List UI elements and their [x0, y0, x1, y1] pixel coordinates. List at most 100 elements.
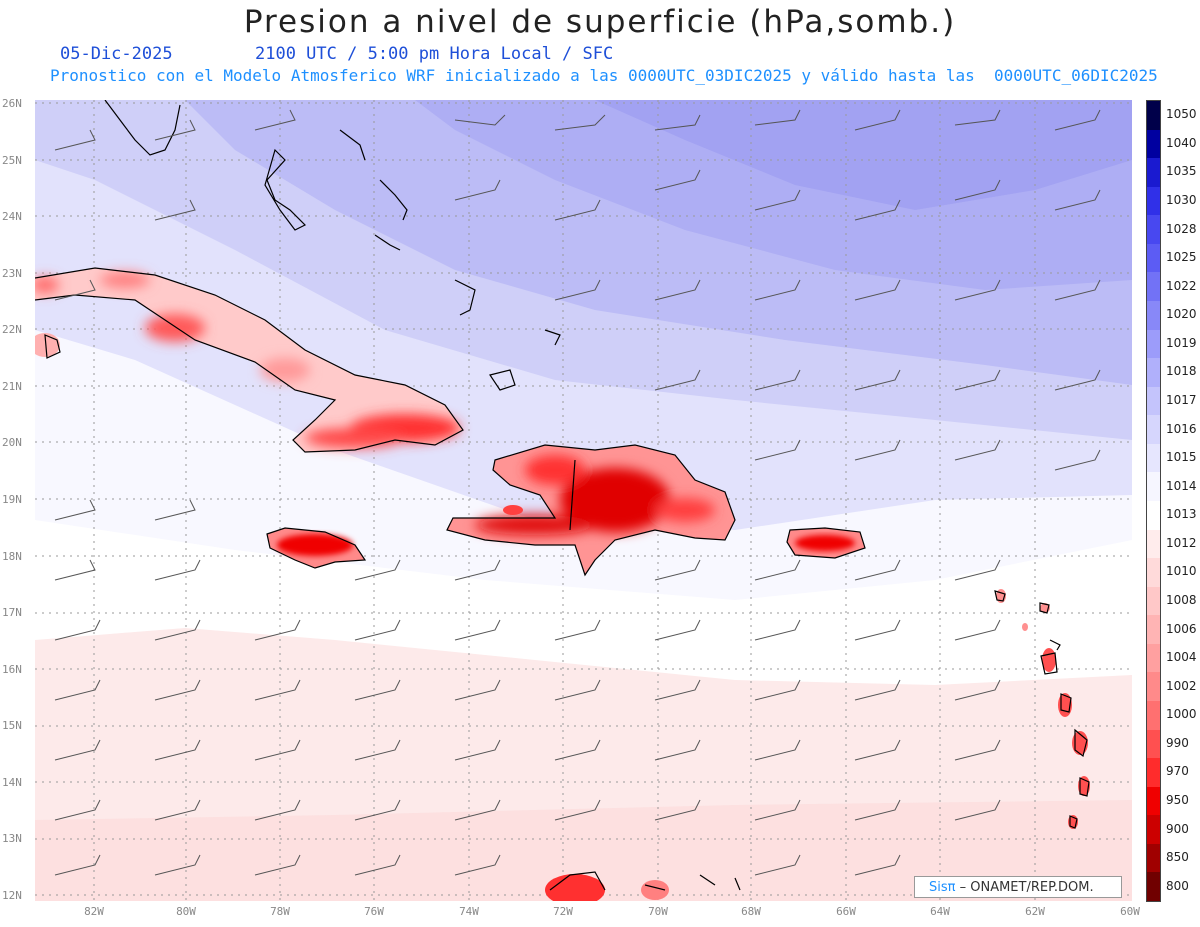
colorbar-segment [1147, 243, 1160, 273]
colorbar-label: 1004 [1166, 650, 1197, 665]
lon-label: 80W [176, 905, 196, 918]
colorbar-label: 1040 [1166, 135, 1197, 150]
lon-label: 78W [270, 905, 290, 918]
cuba-shading [35, 268, 463, 452]
colorbar-segment [1147, 186, 1160, 216]
colorbar-label: 1010 [1166, 564, 1197, 579]
lat-label: 14N [2, 776, 22, 789]
colorbar-segment [1147, 615, 1160, 645]
colorbar-label: 990 [1166, 735, 1189, 750]
lat-label: 13N [2, 832, 22, 845]
colorbar-segment [1147, 729, 1160, 759]
lon-label: 68W [741, 905, 761, 918]
lat-label: 22N [2, 323, 22, 336]
colorbar-label: 1025 [1166, 250, 1197, 265]
band-1010-south [35, 800, 1132, 901]
puerto-rico-shading [787, 528, 865, 558]
lat-label: 23N [2, 267, 22, 280]
forecast-date: 05-Dic-2025 [60, 44, 173, 64]
brand-logo: Sisπ [929, 880, 956, 895]
colorbar-segment [1147, 215, 1160, 245]
colorbar-label: 1006 [1166, 621, 1197, 636]
map-title: Presion a nivel de superficie (hPa,somb.… [243, 4, 957, 40]
colorbar-segment [1147, 786, 1160, 816]
colorbar-segment [1147, 101, 1160, 131]
colorbar-label: 1028 [1166, 221, 1197, 236]
colorbar-label: 850 [1166, 850, 1189, 865]
colorbar-label: 1015 [1166, 450, 1197, 465]
colorbar-segment [1147, 415, 1160, 445]
colorbar-label: 900 [1166, 821, 1189, 836]
colorbar-segment [1147, 472, 1160, 502]
colorbar-label: 1018 [1166, 364, 1197, 379]
lat-label: 20N [2, 436, 22, 449]
colorbar-segment [1147, 443, 1160, 473]
credit-text: – ONAMET/REP.DOM. [955, 880, 1094, 895]
lon-label: 76W [364, 905, 384, 918]
lon-label: 72W [553, 905, 573, 918]
colorbar-segment [1147, 301, 1160, 331]
lat-label: 16N [2, 663, 22, 676]
colorbar-label: 1016 [1166, 421, 1197, 436]
colorbar-label: 1030 [1166, 193, 1197, 207]
colorbar-segment [1147, 758, 1160, 788]
colorbar-segment [1147, 643, 1160, 673]
colorbar-segment [1147, 358, 1160, 388]
colorbar-label: 1000 [1166, 707, 1197, 722]
colorbar-segment [1147, 386, 1160, 416]
colorbar-label: 1050 [1166, 107, 1197, 122]
lon-label: 62W [1025, 905, 1045, 918]
colorbar-label: 950 [1166, 793, 1189, 807]
lat-label: 25N [2, 154, 22, 167]
lat-label: 17N [2, 606, 22, 619]
lon-label: 70W [648, 905, 668, 918]
colorbar-segment [1147, 843, 1160, 873]
lon-label: 66W [836, 905, 856, 918]
colorbar-segment [1147, 586, 1160, 616]
model-info: Pronostico con el Modelo Atmosferico WRF… [50, 66, 1158, 85]
colorbar-segment [1147, 672, 1160, 702]
colorbar [1146, 100, 1161, 902]
credit-box: Sisπ – ONAMET/REP.DOM. [914, 876, 1122, 898]
lon-label: 60W [1120, 905, 1140, 918]
colorbar-label: 1022 [1166, 278, 1197, 293]
colorbar-label: 970 [1166, 764, 1189, 779]
lon-label: 74W [459, 905, 479, 918]
colorbar-label: 1013 [1166, 507, 1197, 522]
colorbar-label: 1020 [1166, 307, 1197, 322]
colorbar-segment [1147, 329, 1160, 359]
lat-label: 12N [2, 889, 22, 902]
colorbar-segment [1147, 872, 1160, 902]
colorbar-label: 1012 [1166, 535, 1197, 550]
colorbar-segment [1147, 558, 1160, 588]
colorbar-label: 1035 [1166, 164, 1197, 179]
lon-label: 82W [84, 905, 104, 918]
colorbar-label: 1019 [1166, 335, 1197, 350]
colorbar-segment [1147, 701, 1160, 731]
colorbar-label: 800 [1166, 878, 1189, 893]
coastlines [35, 100, 1090, 891]
lat-label: 19N [2, 493, 22, 506]
lon-label: 64W [930, 905, 950, 918]
colorbar-segment [1147, 501, 1160, 531]
colorbar-segment [1147, 529, 1160, 559]
forecast-time: 2100 UTC / 5:00 pm Hora Local / SFC [255, 44, 614, 64]
grid-lines [35, 100, 1132, 901]
lat-label: 18N [2, 550, 22, 563]
band-1019 [595, 100, 1132, 210]
colorbar-segment [1147, 815, 1160, 845]
lat-label: 24N [2, 210, 22, 223]
lat-label: 15N [2, 719, 22, 732]
wind-barbs [54, 109, 1101, 876]
colorbar-segment [1147, 272, 1160, 302]
hispaniola-shading [447, 445, 735, 575]
colorbar-segment [1147, 129, 1160, 159]
colorbar-label: 1008 [1166, 593, 1197, 607]
pressure-map [35, 100, 1132, 901]
colorbar-label: 1017 [1166, 393, 1197, 407]
lat-label: 21N [2, 380, 22, 393]
lat-label: 26N [2, 97, 22, 110]
colorbar-label: 1014 [1166, 478, 1197, 493]
colorbar-label: 1002 [1166, 678, 1197, 693]
colorbar-segment [1147, 158, 1160, 188]
